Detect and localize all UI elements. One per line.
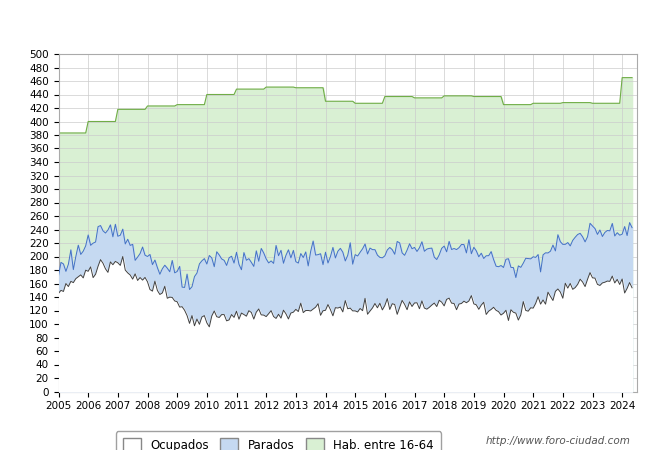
Text: Alcabón - Evolucion de la poblacion en edad de Trabajar Mayo de 2024: Alcabón - Evolucion de la poblacion en e… <box>65 16 585 32</box>
Legend: Ocupados, Parados, Hab. entre 16-64: Ocupados, Parados, Hab. entre 16-64 <box>116 431 441 450</box>
Text: http://www.foro-ciudad.com: http://www.foro-ciudad.com <box>486 436 630 446</box>
